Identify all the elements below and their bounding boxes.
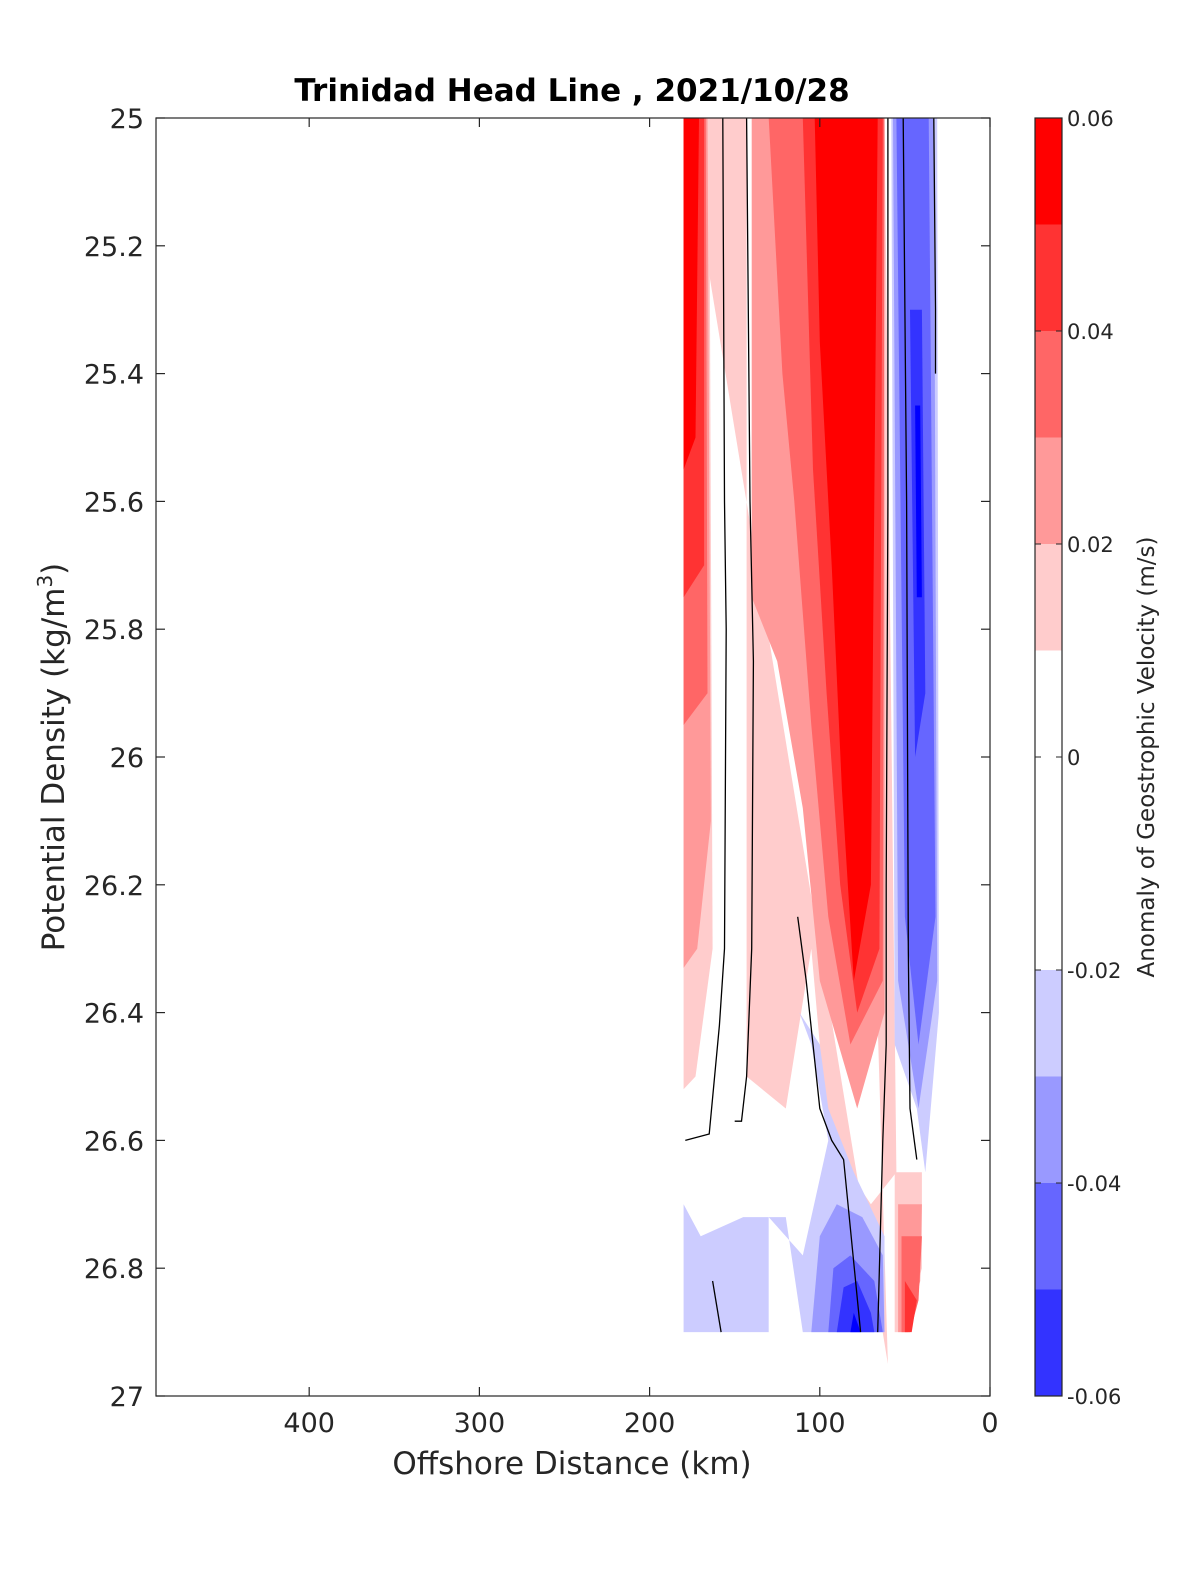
x-tick-label: 0 — [981, 1408, 998, 1439]
colorbar-tick-label: 0.04 — [1067, 320, 1114, 344]
x-tick-labels: 400 300 200 100 0 — [283, 1408, 998, 1439]
y-tick-label: 26.8 — [84, 1254, 144, 1285]
colorbar: 0.06 0.04 0.02 0 -0.02 -0.04 -0.06 Anomaly of … — [1034, 107, 1160, 1409]
colorbar-ticks: 0.06 0.04 0.02 0 -0.02 -0.04 -0.06 — [1035, 107, 1121, 1409]
zero-contour-line-6 — [711, 1280, 722, 1333]
colorbar-block-2 — [1035, 331, 1062, 438]
zero-contour-line-2 — [877, 118, 889, 1333]
colorbar-block-8 — [1035, 1076, 1062, 1184]
y-tick-label: 25.2 — [84, 232, 144, 263]
colorbar-block-3 — [1035, 437, 1062, 545]
colorbar-tick-label: 0.02 — [1067, 533, 1114, 557]
colorbar-block-7 — [1035, 970, 1062, 1077]
y-tick-label: 26 — [110, 743, 144, 774]
colorbar-block-1 — [1035, 224, 1062, 332]
x-tick-label: 400 — [283, 1408, 335, 1439]
contour-region-14 — [915, 405, 922, 598]
y-tick-label: 26.2 — [84, 871, 144, 902]
colorbar-tick-label: 0.06 — [1067, 107, 1114, 131]
y-axis-label-superscript: 3 — [33, 575, 57, 588]
contour-region-5 — [683, 118, 699, 470]
zero-contour-line-1 — [734, 118, 755, 1122]
colorbar-tick-label: -0.06 — [1067, 1385, 1121, 1409]
colorbar-tick-label: -0.04 — [1067, 1172, 1121, 1196]
colorbar-block-4 — [1035, 544, 1062, 651]
plot-area: 400 300 200 100 0 25 25.2 25.4 25.6 25.8 26 26.2 26… — [84, 104, 999, 1439]
contour-region-19 — [850, 1312, 861, 1333]
axis-ticks — [156, 117, 991, 1397]
zero-contour-line-5 — [797, 916, 862, 1333]
colorbar-blocks — [1035, 118, 1062, 1397]
zero-contour-layer — [685, 118, 937, 1333]
zero-contour-line-4 — [902, 118, 918, 1160]
y-tick-label: 25 — [110, 104, 144, 135]
chart-title: Trinidad Head Line , 2021/10/28 — [294, 73, 849, 109]
y-axis-label: Potential Density (kg/m3) — [33, 563, 72, 952]
contour-region-18 — [836, 1281, 875, 1333]
x-tick-label: 300 — [454, 1408, 506, 1439]
y-tick-label: 26.4 — [84, 999, 144, 1030]
x-axis-label: Offshore Distance (km) — [392, 1446, 751, 1482]
colorbar-block-9 — [1035, 1183, 1062, 1290]
y-tick-labels: 25 25.2 25.4 25.6 25.8 26 26.2 26.4 26.6 26.8 27 — [84, 104, 144, 1413]
colorbar-tick-label: -0.02 — [1067, 959, 1121, 983]
y-axis-label-close: ) — [36, 563, 72, 575]
colorbar-block-10 — [1035, 1289, 1062, 1397]
colorbar-block-0 — [1035, 118, 1062, 225]
zero-contour-line-3 — [933, 118, 937, 374]
y-tick-label: 26.6 — [84, 1126, 144, 1157]
y-tick-label: 25.8 — [84, 615, 144, 646]
contour-region-0 — [683, 118, 897, 1364]
x-tick-label: 200 — [624, 1408, 676, 1439]
contour-fill-layer — [683, 118, 939, 1364]
colorbar-tick-label: 0 — [1067, 746, 1080, 770]
contour-region-9 — [814, 118, 878, 981]
y-axis-label-main: Potential Density (kg/m — [36, 588, 72, 952]
contour-region-23 — [904, 1281, 917, 1333]
y-tick-label: 25.4 — [84, 360, 144, 391]
y-tick-label: 27 — [110, 1382, 144, 1413]
zero-contour-line-0 — [685, 118, 727, 1142]
colorbar-label: Anomaly of Geostrophic Velocity (m/s) — [1134, 537, 1160, 978]
x-tick-label: 100 — [794, 1408, 846, 1439]
y-tick-label: 25.6 — [84, 487, 144, 518]
colorbar-block-6 — [1035, 863, 1062, 971]
